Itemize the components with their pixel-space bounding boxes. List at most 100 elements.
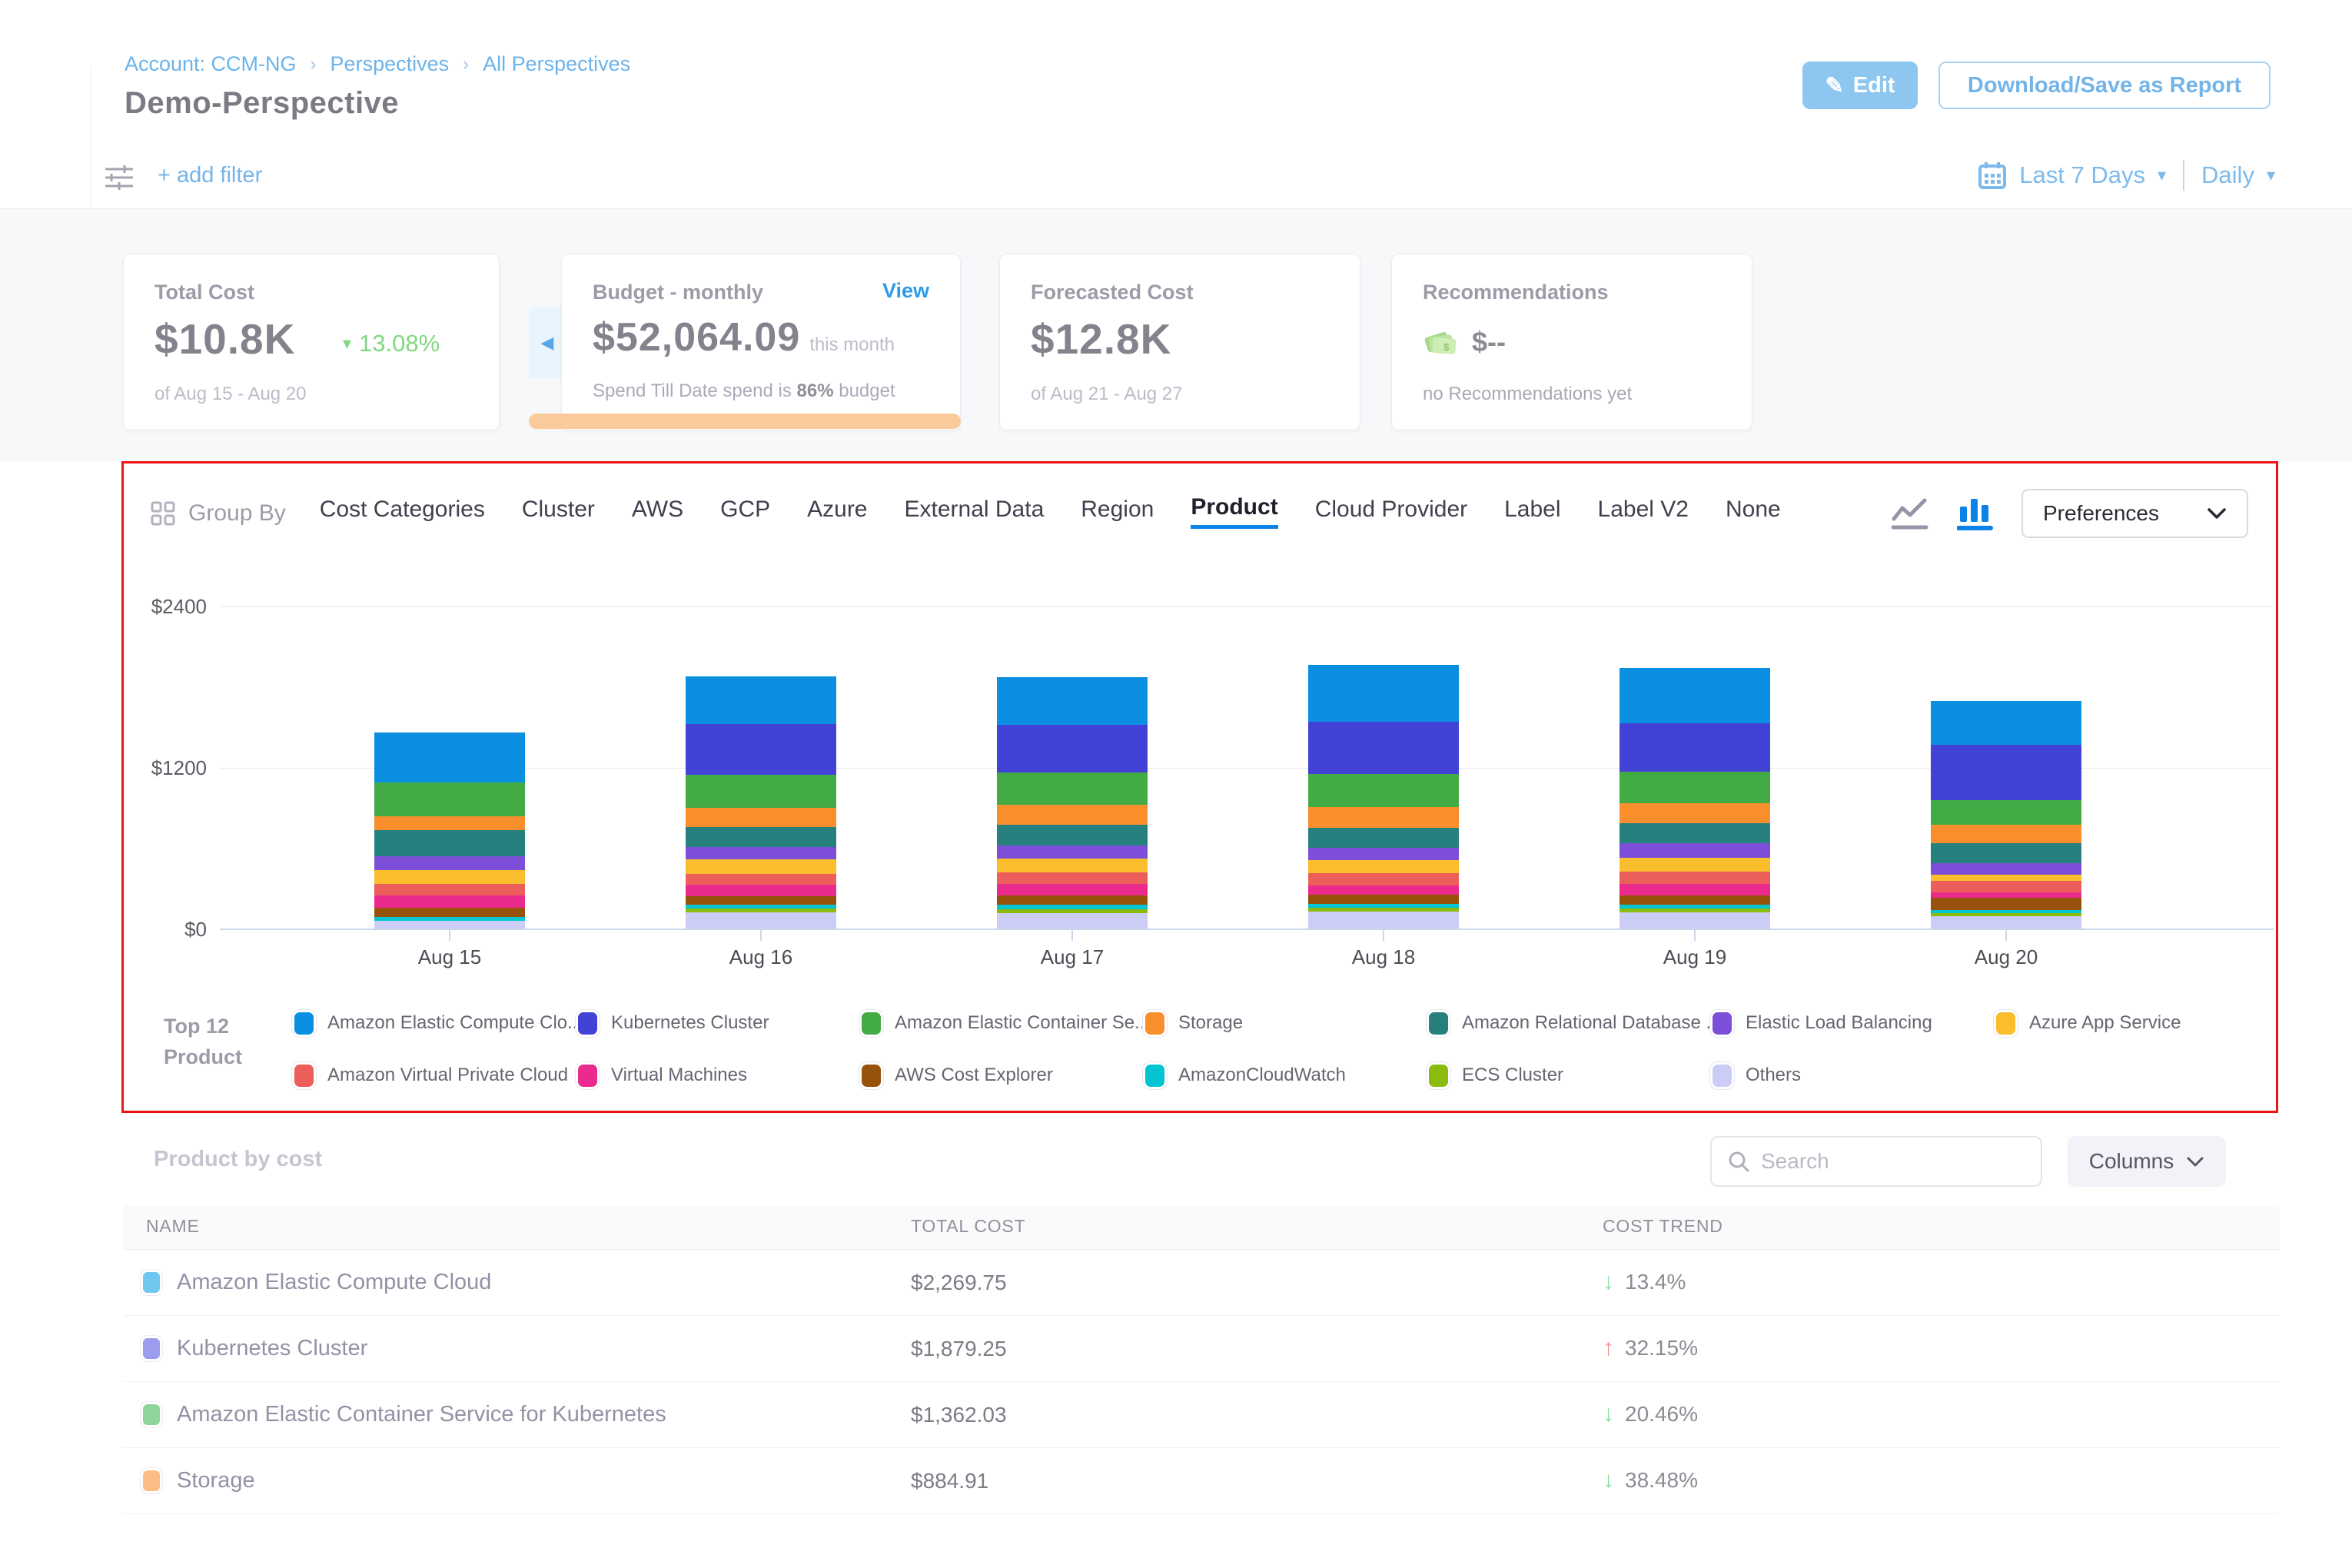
bar-segment-amazon-elastic-compute-clo[interactable] bbox=[374, 732, 525, 783]
bar-segment-virtual-machines[interactable] bbox=[1931, 892, 2081, 898]
bar-segment-others[interactable] bbox=[1619, 912, 1770, 929]
bar-segment-storage[interactable] bbox=[1931, 825, 2081, 844]
add-filter-button[interactable]: + add filter bbox=[158, 163, 263, 188]
bar-segment-ecs-cluster[interactable] bbox=[1308, 908, 1459, 912]
bar-segment-amazon-elastic-compute-clo[interactable] bbox=[1308, 664, 1459, 722]
line-chart-icon[interactable] bbox=[1891, 496, 1931, 531]
table-row-storage[interactable]: Storage $884.91 ↓ 38.48% bbox=[123, 1448, 2280, 1514]
bar-segment-azure-app-service[interactable] bbox=[1931, 875, 2081, 881]
bar-segment-azure-app-service[interactable] bbox=[1619, 858, 1770, 872]
bar-segment-amazon-virtual-private-cloud[interactable] bbox=[1308, 873, 1459, 885]
groupby-tab-aws[interactable]: AWS bbox=[631, 496, 684, 522]
legend-item-aws-cost-explorer[interactable]: AWS Cost Explorer bbox=[862, 1058, 1145, 1092]
bar-segment-virtual-machines[interactable] bbox=[1308, 885, 1459, 895]
groupby-tab-cloud-provider[interactable]: Cloud Provider bbox=[1314, 496, 1468, 522]
filter-sliders-icon[interactable] bbox=[104, 163, 135, 192]
bar-segment-kubernetes-cluster[interactable] bbox=[1308, 721, 1459, 775]
bar-segment-amazon-relational-database[interactable] bbox=[1931, 843, 2081, 864]
legend-item-amazon-virtual-private-cloud[interactable]: Amazon Virtual Private Cloud bbox=[294, 1058, 578, 1092]
bar-segment-others[interactable] bbox=[1931, 915, 2081, 929]
bar-segment-storage[interactable] bbox=[997, 805, 1148, 826]
bar-segment-ecs-cluster[interactable] bbox=[1619, 908, 1770, 912]
bar-segment-amazoncloudwatch[interactable] bbox=[1619, 904, 1770, 909]
bar-segment-amazon-elastic-compute-clo[interactable] bbox=[686, 676, 836, 725]
legend-item-storage[interactable]: Storage bbox=[1145, 1006, 1429, 1040]
bar-segment-elastic-load-balancing[interactable] bbox=[686, 847, 836, 860]
legend-item-elastic-load-balancing[interactable]: Elastic Load Balancing bbox=[1713, 1006, 1996, 1040]
bar-segment-amazon-elastic-container-se[interactable] bbox=[686, 774, 836, 808]
bar-segment-storage[interactable] bbox=[686, 807, 836, 828]
breadcrumb-all-perspectives-link[interactable]: All Perspectives bbox=[483, 52, 631, 75]
legend-item-amazoncloudwatch[interactable]: AmazonCloudWatch bbox=[1145, 1058, 1429, 1092]
bar-segment-amazoncloudwatch[interactable] bbox=[997, 904, 1148, 909]
bar-segment-others[interactable] bbox=[374, 920, 525, 929]
breadcrumb-perspectives-link[interactable]: Perspectives bbox=[330, 52, 450, 75]
bar-chart-icon[interactable] bbox=[1957, 496, 1994, 531]
legend-item-kubernetes-cluster[interactable]: Kubernetes Cluster bbox=[578, 1006, 862, 1040]
bar-segment-aws-cost-explorer[interactable] bbox=[1308, 895, 1459, 905]
bar-segment-amazoncloudwatch[interactable] bbox=[1931, 909, 2081, 914]
bar-segment-amazon-virtual-private-cloud[interactable] bbox=[1619, 872, 1770, 885]
bar-segment-elastic-load-balancing[interactable] bbox=[997, 845, 1148, 859]
bar-segment-elastic-load-balancing[interactable] bbox=[1619, 843, 1770, 859]
bar-segment-kubernetes-cluster[interactable] bbox=[686, 724, 836, 775]
bar-segment-amazon-elastic-compute-clo[interactable] bbox=[997, 677, 1148, 725]
bar-segment-storage[interactable] bbox=[1619, 802, 1770, 823]
bar-segment-others[interactable] bbox=[1308, 911, 1459, 929]
groupby-tab-cost-categories[interactable]: Cost Categories bbox=[319, 496, 485, 522]
bar-segment-amazon-virtual-private-cloud[interactable] bbox=[997, 872, 1148, 885]
bar-segment-amazon-elastic-container-se[interactable] bbox=[374, 782, 525, 817]
columns-button[interactable]: Columns bbox=[2068, 1136, 2226, 1187]
bar-segment-amazon-virtual-private-cloud[interactable] bbox=[686, 874, 836, 885]
legend-item-virtual-machines[interactable]: Virtual Machines bbox=[578, 1058, 862, 1092]
preferences-dropdown[interactable]: Preferences bbox=[2021, 489, 2248, 538]
bar-segment-aws-cost-explorer[interactable] bbox=[686, 895, 836, 905]
bar-segment-elastic-load-balancing[interactable] bbox=[374, 855, 525, 871]
bar-segment-ecs-cluster[interactable] bbox=[1931, 913, 2081, 916]
bar-segment-aws-cost-explorer[interactable] bbox=[1619, 895, 1770, 905]
bar-segment-kubernetes-cluster[interactable] bbox=[1619, 723, 1770, 772]
bar-segment-amazon-elastic-compute-clo[interactable] bbox=[1931, 701, 2081, 746]
bar-segment-amazon-elastic-container-se[interactable] bbox=[1619, 771, 1770, 803]
bar-segment-amazoncloudwatch[interactable] bbox=[686, 904, 836, 909]
download-save-report-button[interactable]: Download/Save as Report bbox=[1938, 61, 2271, 109]
groupby-tab-product[interactable]: Product bbox=[1191, 494, 1278, 529]
groupby-tab-label-v2[interactable]: Label V2 bbox=[1597, 496, 1689, 522]
bar-segment-kubernetes-cluster[interactable] bbox=[997, 724, 1148, 772]
bar-segment-storage[interactable] bbox=[1308, 807, 1459, 828]
bar-segment-aws-cost-explorer[interactable] bbox=[1931, 897, 2081, 910]
bar-segment-amazon-elastic-container-se[interactable] bbox=[1931, 800, 2081, 826]
bar-segment-virtual-machines[interactable] bbox=[1619, 884, 1770, 895]
bar-segment-amazon-relational-database[interactable] bbox=[1308, 827, 1459, 848]
legend-item-azure-app-service[interactable]: Azure App Service bbox=[1996, 1006, 2280, 1040]
bar-segment-others[interactable] bbox=[997, 912, 1148, 929]
bar-segment-azure-app-service[interactable] bbox=[686, 859, 836, 875]
bar-segment-elastic-load-balancing[interactable] bbox=[1308, 847, 1459, 860]
bar-segment-storage[interactable] bbox=[374, 816, 525, 830]
bar-segment-azure-app-service[interactable] bbox=[374, 870, 525, 885]
bar-segment-elastic-load-balancing[interactable] bbox=[1931, 863, 2081, 875]
bar-segment-aws-cost-explorer[interactable] bbox=[997, 895, 1148, 905]
bar-segment-amazon-elastic-container-se[interactable] bbox=[1308, 774, 1459, 808]
groupby-tab-cluster[interactable]: Cluster bbox=[521, 496, 595, 522]
table-row-amazon-elastic-compute-cloud[interactable]: Amazon Elastic Compute Cloud $2,269.75 ↓ 13… bbox=[123, 1250, 2280, 1316]
legend-item-amazon-relational-database[interactable]: Amazon Relational Database ... bbox=[1429, 1006, 1722, 1040]
search-input[interactable] bbox=[1761, 1149, 2015, 1174]
table-row-kubernetes-cluster[interactable]: Kubernetes Cluster $1,879.25 ↑ 32.15% bbox=[123, 1316, 2280, 1382]
bar-segment-amazon-virtual-private-cloud[interactable] bbox=[1931, 880, 2081, 893]
table-row-amazon-elastic-container-service-for-kubernetes[interactable]: Amazon Elastic Container Service for Kub… bbox=[123, 1382, 2280, 1448]
bar-segment-amazon-elastic-container-se[interactable] bbox=[997, 772, 1148, 806]
legend-item-ecs-cluster[interactable]: ECS Cluster bbox=[1429, 1058, 1713, 1092]
bar-segment-virtual-machines[interactable] bbox=[374, 895, 525, 909]
legend-item-others[interactable]: Others bbox=[1713, 1058, 1996, 1092]
bar-segment-amazon-virtual-private-cloud[interactable] bbox=[374, 884, 525, 895]
bar-segment-azure-app-service[interactable] bbox=[1308, 859, 1459, 874]
granularity-selector[interactable]: Daily bbox=[2201, 161, 2254, 188]
breadcrumb-account-link[interactable]: Account: CCM-NG bbox=[125, 52, 297, 75]
budget-view-link[interactable]: View bbox=[882, 279, 929, 302]
bar-segment-others[interactable] bbox=[686, 912, 836, 929]
bar-segment-amazon-relational-database[interactable] bbox=[1619, 822, 1770, 844]
bar-segment-amazoncloudwatch[interactable] bbox=[374, 916, 525, 921]
legend-item-amazon-elastic-container-se[interactable]: Amazon Elastic Container Se... bbox=[862, 1006, 1150, 1040]
bar-segment-ecs-cluster[interactable] bbox=[686, 909, 836, 913]
